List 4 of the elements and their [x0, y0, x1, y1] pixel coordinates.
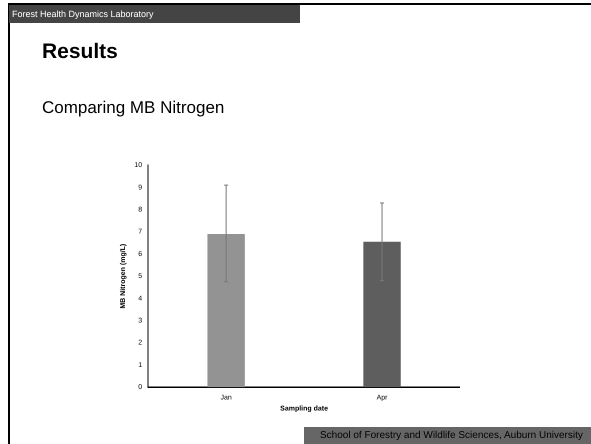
chart-subtitle: Comparing MB Nitrogen	[42, 98, 224, 118]
text: School of Forestry and Wildlife Sciences, Auburn University	[304, 427, 591, 444]
text: Forest Health Dynamics Laboratory	[9, 5, 300, 23]
chart-title: Results	[42, 40, 118, 64]
